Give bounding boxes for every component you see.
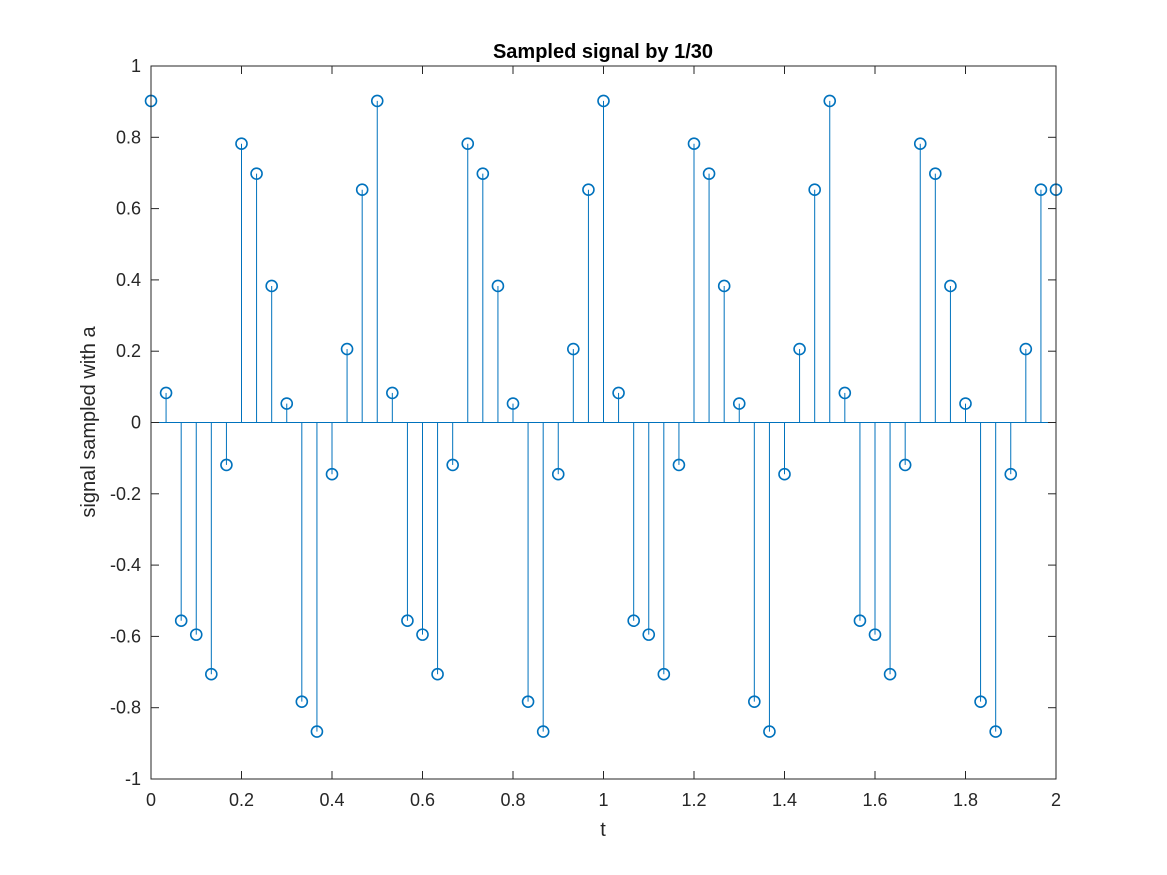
y-tick-label: -0.2 <box>110 484 141 504</box>
stem-marker <box>416 628 429 641</box>
stem-marker <box>461 137 475 151</box>
stem-marker <box>929 167 942 180</box>
stem-marker <box>205 667 218 681</box>
stem-marker <box>1034 183 1048 197</box>
stem-marker <box>220 458 233 472</box>
stem-marker <box>763 725 776 738</box>
stem-marker <box>340 342 354 356</box>
stem-marker <box>793 342 806 356</box>
x-tick-label: 0.8 <box>500 790 525 810</box>
stem-marker <box>174 614 188 628</box>
stem-marker <box>974 695 987 708</box>
x-tick-label: 1 <box>598 790 608 810</box>
stem-marker <box>1004 467 1018 481</box>
stem-marker <box>868 628 882 641</box>
stem-marker <box>310 725 324 738</box>
stem-marker <box>521 695 535 708</box>
stem-marker <box>702 167 716 180</box>
stem-marker <box>778 467 791 481</box>
stem-marker <box>401 614 414 628</box>
stem-marker <box>567 342 580 356</box>
y-tick-label: -0.6 <box>110 626 141 646</box>
stem-marker <box>642 628 656 641</box>
x-tick-label: 0.4 <box>319 790 344 810</box>
stem-marker <box>717 279 731 293</box>
stems-layer <box>150 100 1057 732</box>
stem-marker <box>295 695 309 708</box>
stem-marker <box>265 279 278 293</box>
x-tick-label: 0.6 <box>410 790 435 810</box>
y-tick-label: -0.4 <box>110 555 141 575</box>
stem-marker <box>687 137 701 151</box>
stem-marker <box>657 667 671 681</box>
x-tick-label: 2 <box>1051 790 1061 810</box>
stem-marker <box>159 386 173 400</box>
x-tick-label: 1.2 <box>681 790 706 810</box>
stem-marker <box>355 183 369 197</box>
x-axis-ticks: 0 0.2 0.4 0.6 0.8 1 1.2 1.4 1.6 1.8 2 <box>146 66 1061 810</box>
stem-marker <box>250 167 263 180</box>
stem-marker <box>732 397 746 410</box>
y-tick-label: 0 <box>131 413 141 433</box>
stem-marker <box>808 183 821 197</box>
stem-marker <box>536 725 550 738</box>
stem-marker <box>944 279 957 293</box>
stem-marker <box>325 467 339 481</box>
y-tick-label: -0.8 <box>110 698 141 718</box>
stem-marker <box>838 386 852 400</box>
stem-marker <box>446 458 459 472</box>
y-tick-label: 0.4 <box>116 270 141 290</box>
stem-marker <box>748 695 761 708</box>
stem-marker <box>612 386 625 400</box>
stem-marker <box>627 614 640 628</box>
y-tick-label: 1 <box>131 56 141 76</box>
stem-marker <box>597 94 610 108</box>
stem-marker <box>476 167 490 180</box>
stem-marker <box>551 467 565 481</box>
stem-marker <box>883 667 897 681</box>
stem-marker <box>370 94 384 108</box>
y-tick-label: 0.2 <box>116 341 141 361</box>
stem-marker <box>989 725 1002 738</box>
stem-marker <box>431 667 444 681</box>
stem-marker <box>1019 342 1033 356</box>
stem-marker <box>582 183 595 197</box>
stem-marker <box>898 458 912 472</box>
stem-marker <box>280 397 294 410</box>
stem-marker <box>913 137 927 151</box>
x-tick-label: 0 <box>146 790 156 810</box>
y-tick-label: 0.8 <box>116 127 141 147</box>
stem-marker <box>959 397 972 410</box>
stem-marker <box>235 137 248 151</box>
stem-marker <box>506 397 520 410</box>
y-axis-label: signal sampled with a <box>78 326 100 518</box>
x-tick-label: 1.8 <box>953 790 978 810</box>
y-tick-label: -1 <box>125 769 141 789</box>
chart-title: Sampled signal by 1/30 <box>493 41 713 63</box>
x-tick-label: 1.4 <box>772 790 797 810</box>
x-tick-label: 1.6 <box>862 790 887 810</box>
stem-marker <box>386 386 399 400</box>
stem-marker <box>491 279 505 293</box>
stem-marker <box>672 458 686 472</box>
stem-marker <box>189 628 203 641</box>
y-tick-label: 0.6 <box>116 199 141 219</box>
stem-marker <box>823 94 837 108</box>
x-tick-label: 0.2 <box>229 790 254 810</box>
y-axis-ticks: -1 -0.8 -0.6 -0.4 -0.2 0 0.2 0.4 0.6 0.8 1 <box>110 56 1056 789</box>
stem-marker <box>853 614 867 628</box>
x-axis-label: t <box>600 819 606 841</box>
